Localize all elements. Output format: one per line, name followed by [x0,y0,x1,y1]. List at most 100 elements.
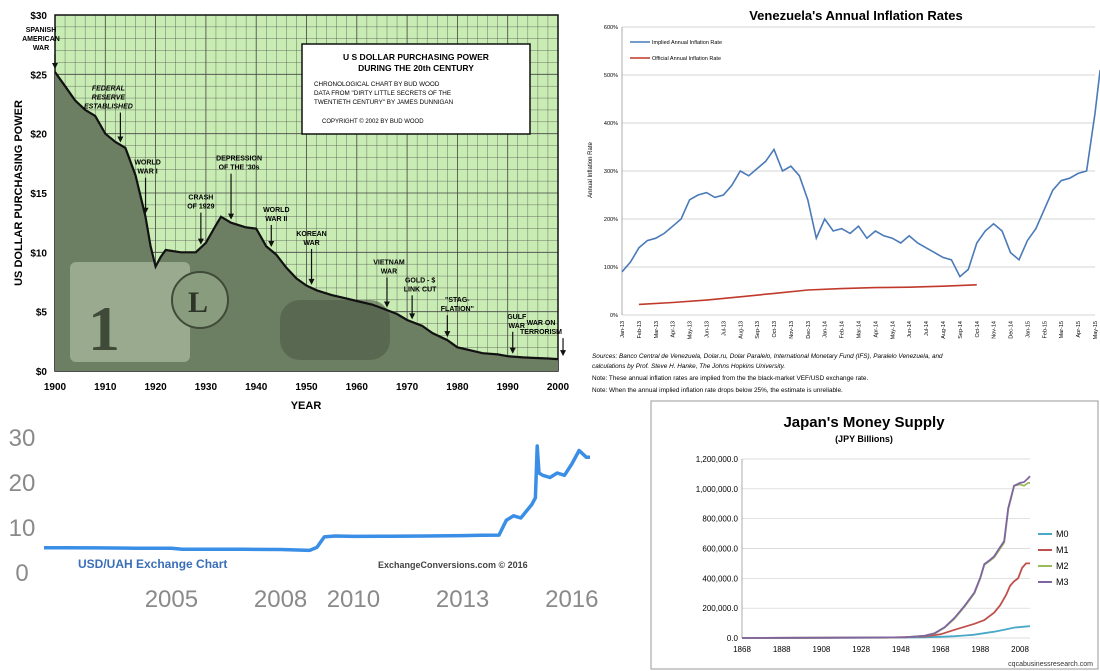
venezuela-x-tick-label: Apr-13 [671,321,677,338]
usd-title-line-2: DURING THE 20th CENTURY [358,63,474,73]
venezuela-x-tick-label: May-13 [688,321,694,339]
usd-y-tick-label: $25 [30,70,47,81]
venezuela-x-tick-label: Sep-14 [958,321,964,339]
usd-annotation-arrowhead [444,331,451,338]
venezuela-x-tick-label: Dec-14 [1009,321,1015,339]
japan-x-tick-label: 1908 [813,645,831,654]
venezuela-x-tick-label: Mar-14 [857,321,863,338]
venezuela-x-tick-label: Apr-15 [1076,321,1082,338]
venezuela-x-tick-label: Feb-13 [637,321,643,338]
uah-x-tick-label: 2005 [145,586,198,613]
usd-annotation-arrowhead [383,301,390,308]
usd-annotation-text: ESTABLISHED [84,104,133,111]
uah-x-ticks: 2005 2008 2010 2013 2016 [145,586,599,613]
usd-credit-line-2: DATA FROM "DIRTY LITTLE SECRETS OF THE [314,90,451,97]
venezuela-x-tick-label: Apr-14 [873,321,879,338]
usd-annotation: "STAG- FLATION" [441,297,474,338]
venezuela-implied-inflation-line [621,70,1100,278]
usd-annotation: FEDERAL RESERVE ESTABLISHED [84,86,133,143]
uah-exchange-rate-line [44,444,590,553]
venezuela-x-tick-label: Feb-14 [840,321,846,338]
usd-x-tick-label: 1970 [396,382,419,393]
usd-x-tick-label: 1930 [195,382,218,393]
japan-legend-label: M0 [1056,529,1069,539]
usd-x-tick-label: 2000 [547,382,570,393]
venezuela-x-tick-label: Mar-13 [654,321,660,338]
usd-x-tick-label: 1990 [497,382,520,393]
venezuela-x-tick-label: Oct-14 [975,321,981,338]
venezuela-legend: Implied Annual Inflation Rate Official A… [630,40,722,62]
usd-title-line-1: U S DOLLAR PURCHASING POWER [343,52,489,62]
venezuela-x-ticks: Jan-13 Feb-13 Mar-13 Apr-13 May-13 Jun-13 Jul-… [620,321,1099,339]
venezuela-x-tick-label: Jan-14 [823,321,829,338]
usd-annotation-arrowhead [308,278,315,285]
uah-x-tick-label: 2013 [436,586,489,613]
usd-annotation-text: WAR ON [527,320,556,327]
usd-annotation: KOREAN WAR [296,231,327,285]
usd-annotation-text: KOREAN [296,231,326,238]
usd-annotation-text: FEDERAL [92,86,125,93]
svg-text:1: 1 [88,293,120,364]
japan-y-tick-label: 0.0 [727,634,739,643]
uah-y-tick-label: 0 [15,560,28,587]
usd-annotation: WAR ON TERRORISM [520,320,567,357]
usd-x-tick-label: 1900 [44,382,67,393]
usd-purchasing-power-chart: 1 L SPANISH AMERICAN WAR FEDERAL RESERVE ESTA… [13,11,570,412]
usd-annotation: GOLD - $ LINK CUT [404,277,437,320]
uah-x-tick-label: 2016 [545,586,598,613]
venezuela-sources-line-1: Sources: Banco Central de Venezuela, Dol… [592,353,943,360]
venezuela-legend-implied: Implied Annual Inflation Rate [652,40,722,46]
usd-annotation-arrowhead [52,62,58,69]
uah-x-tick-label: 2010 [327,586,380,613]
japan-series-m1 [741,562,1030,639]
venezuela-official-inflation-line [638,284,977,306]
usd-annotation-text: SPANISH [26,27,57,34]
usd-annotation-arrowhead [409,313,416,320]
japan-legend-label: M3 [1056,577,1069,587]
usd-annotation-text: TERRORISM [520,329,562,336]
usd-annotation-text: FLATION" [441,306,474,313]
japan-y-tick-label: 800,000.0 [702,515,738,524]
usd-annotation-text: GULF [507,314,527,321]
usd-annotation-text: WAR I [137,169,157,176]
venezuela-y-tick-label: 100% [604,265,618,271]
venezuela-chart-title: Venezuela's Annual Inflation Rates [749,8,963,23]
usd-annotation-text: GOLD - $ [405,277,435,284]
usd-annotation-text: WAR [509,323,525,330]
usd-annotation-text: WORLD [134,160,160,167]
usd-x-ticks: 1900 1910 1920 1930 1940 1950 1960 1970 1980 1990… [44,382,570,393]
venezuela-x-tick-label: Aug-13 [738,321,744,339]
venezuela-x-tick-label: Sep-13 [755,321,761,339]
venezuela-y-tick-label: 600% [604,25,618,31]
usd-x-tick-label: 1980 [446,382,469,393]
usd-annotation-text: OF 1929 [187,204,214,211]
usd-annotation: VIETNAM WAR [373,259,405,308]
venezuela-x-tick-label: Jul-13 [721,321,727,336]
japan-chart-title: Japan's Money Supply [783,414,945,431]
usd-annotation-text: DEPRESSION [216,156,262,163]
usd-y-tick-label: $30 [30,11,47,22]
usd-annotation-arrowhead [268,240,275,247]
usd-annotation-text: CRASH [188,195,213,202]
usd-credit-line-3: TWENTIETH CENTURY" BY JAMES DUNNIGAN [314,99,454,106]
venezuela-y-axis-label: Annual Inflation Rate [588,141,594,197]
usd-x-tick-label: 1910 [94,382,117,393]
usd-annotation-text: WORLD [263,207,289,214]
japan-legend-label: M2 [1056,561,1069,571]
venezuela-gridlines [621,26,1095,316]
usd-x-tick-label: 1920 [144,382,167,393]
japan-chart-frame [650,400,1099,670]
venezuela-x-tick-label: May-14 [890,321,896,339]
usd-annotation-arrowhead [117,136,124,143]
japan-x-tick-label: 1868 [733,645,751,654]
usd-annotation: SPANISH AMERICAN WAR [22,27,60,69]
usd-x-tick-label: 1960 [346,382,369,393]
venezuela-x-tick-label: May-15 [1093,321,1099,339]
usd-title-box: U S DOLLAR PURCHASING POWER DURING THE 2… [301,43,531,135]
japan-money-supply-chart: Japan's Money Supply (JPY Billions) 0.0 2… [650,400,1099,670]
venezuela-y-tick-label: 500% [604,73,618,79]
usd-annotation-arrowhead [560,350,567,357]
japan-credit: cqcabusinessresearch.com [1008,661,1093,668]
venezuela-y-ticks: 0% 100% 200% 300% 400% 500% 600% [604,25,618,319]
venezuela-y-tick-label: 400% [604,121,618,127]
